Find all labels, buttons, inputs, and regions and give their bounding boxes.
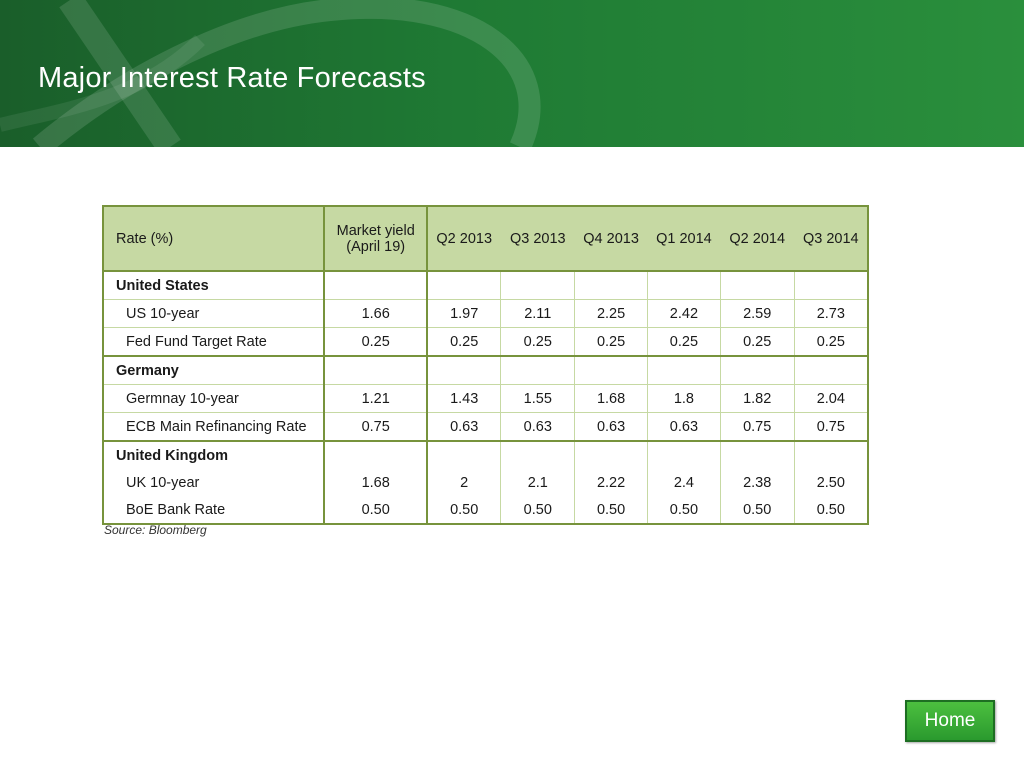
- table-cell: [500, 271, 575, 300]
- table-cell: 0.50: [647, 496, 721, 525]
- table-row: US 10-year 1.66 1.97 2.11 2.25 2.42 2.59…: [101, 299, 869, 328]
- table-cell: 2.38: [719, 469, 795, 496]
- table-cell: 2.4: [647, 469, 721, 496]
- table-cell: 1.55: [500, 384, 575, 413]
- table-cell: [323, 441, 428, 469]
- table-cell: 0.63: [426, 412, 501, 442]
- row-label: UK 10-year: [101, 469, 325, 496]
- group-label: United Kingdom: [101, 441, 325, 469]
- row-label: US 10-year: [101, 299, 325, 328]
- table-cell: 0.25: [574, 327, 648, 357]
- table-cell: [719, 441, 795, 469]
- header-market-yield: Market yield (April 19): [323, 205, 428, 272]
- page-title: Major Interest Rate Forecasts: [38, 62, 426, 94]
- title-banner: Major Interest Rate Forecasts: [0, 0, 1024, 147]
- group-row-united-kingdom: United Kingdom: [101, 441, 869, 469]
- header-market-yield-line2: (April 19): [346, 238, 406, 255]
- table-cell: 0.50: [500, 496, 575, 525]
- header-q2-2013: Q2 2013: [426, 205, 501, 272]
- table-cell: 2.42: [647, 299, 721, 328]
- table-cell: 2.25: [574, 299, 648, 328]
- group-label: Germany: [101, 356, 325, 385]
- table-cell: 0.63: [647, 412, 721, 442]
- header-market-yield-line1: Market yield: [336, 222, 415, 239]
- row-label: ECB Main Refinancing Rate: [101, 412, 325, 442]
- header-q3-2013: Q3 2013: [500, 205, 575, 272]
- table-cell: [574, 271, 648, 300]
- table-cell: 1.68: [323, 469, 428, 496]
- table-cell: 2.11: [500, 299, 575, 328]
- group-row-germany: Germany: [101, 356, 869, 385]
- table-cell: 0.50: [323, 496, 428, 525]
- table-cell: 2: [426, 469, 501, 496]
- table-cell: 2.1: [500, 469, 575, 496]
- table-cell: [719, 356, 795, 385]
- table-row: Germnay 10-year 1.21 1.43 1.55 1.68 1.8 …: [101, 384, 869, 413]
- table-cell: 1.21: [323, 384, 428, 413]
- row-label: BoE Bank Rate: [101, 496, 325, 525]
- table-cell: 1.97: [426, 299, 501, 328]
- group-row-united-states: United States: [101, 271, 869, 300]
- header-rate: Rate (%): [101, 205, 325, 272]
- table-cell: 0.63: [500, 412, 575, 442]
- table-cell: [574, 441, 648, 469]
- table-cell: [719, 271, 795, 300]
- table-cell: 0.50: [574, 496, 648, 525]
- table-cell: 0.75: [793, 412, 869, 442]
- table-cell: [647, 271, 721, 300]
- table-cell: [426, 271, 501, 300]
- header-q4-2013: Q4 2013: [574, 205, 648, 272]
- row-label: Fed Fund Target Rate: [101, 327, 325, 357]
- table-cell: 1.8: [647, 384, 721, 413]
- rates-table: Rate (%) Market yield (April 19) Q2 2013…: [101, 205, 869, 525]
- table-cell: [500, 356, 575, 385]
- table-row: Fed Fund Target Rate 0.25 0.25 0.25 0.25…: [101, 327, 869, 357]
- table-cell: 0.50: [426, 496, 501, 525]
- table-cell: [793, 441, 869, 469]
- table-cell: 0.25: [426, 327, 501, 357]
- header-q2-2014: Q2 2014: [719, 205, 795, 272]
- table-cell: 0.25: [719, 327, 795, 357]
- table-cell: 0.50: [719, 496, 795, 525]
- table-cell: [574, 356, 648, 385]
- table-header-row: Rate (%) Market yield (April 19) Q2 2013…: [101, 205, 869, 272]
- table-cell: [426, 356, 501, 385]
- table-cell: [647, 356, 721, 385]
- header-q3-2014: Q3 2014: [793, 205, 869, 272]
- table-row: ECB Main Refinancing Rate 0.75 0.63 0.63…: [101, 412, 869, 442]
- table-cell: 0.25: [793, 327, 869, 357]
- table-cell: [323, 271, 428, 300]
- table-cell: 0.63: [574, 412, 648, 442]
- source-note: Source: Bloomberg: [104, 523, 207, 537]
- table-cell: 0.75: [323, 412, 428, 442]
- table-cell: [500, 441, 575, 469]
- rates-table-container: Rate (%) Market yield (April 19) Q2 2013…: [101, 205, 869, 525]
- table-cell: [323, 356, 428, 385]
- table-cell: [647, 441, 721, 469]
- row-label: Germnay 10-year: [101, 384, 325, 413]
- home-button[interactable]: Home: [905, 700, 995, 742]
- table-row: UK 10-year 1.68 2 2.1 2.22 2.4 2.38 2.50: [101, 469, 869, 496]
- table-cell: 1.43: [426, 384, 501, 413]
- banner-swirl-decoration: [0, 0, 541, 147]
- table-row: BoE Bank Rate 0.50 0.50 0.50 0.50 0.50 0…: [101, 496, 869, 525]
- table-cell: [793, 356, 869, 385]
- table-cell: 2.50: [793, 469, 869, 496]
- table-cell: 2.59: [719, 299, 795, 328]
- table-cell: 1.68: [574, 384, 648, 413]
- table-cell: 2.22: [574, 469, 648, 496]
- table-cell: [793, 271, 869, 300]
- table-cell: [426, 441, 501, 469]
- table-cell: 0.25: [323, 327, 428, 357]
- table-cell: 1.66: [323, 299, 428, 328]
- table-cell: 0.50: [793, 496, 869, 525]
- table-cell: 0.25: [647, 327, 721, 357]
- table-cell: 1.82: [719, 384, 795, 413]
- table-cell: 2.04: [793, 384, 869, 413]
- table-cell: 2.73: [793, 299, 869, 328]
- table-cell: 0.75: [719, 412, 795, 442]
- table-cell: 0.25: [500, 327, 575, 357]
- header-q1-2014: Q1 2014: [647, 205, 721, 272]
- group-label: United States: [101, 271, 325, 300]
